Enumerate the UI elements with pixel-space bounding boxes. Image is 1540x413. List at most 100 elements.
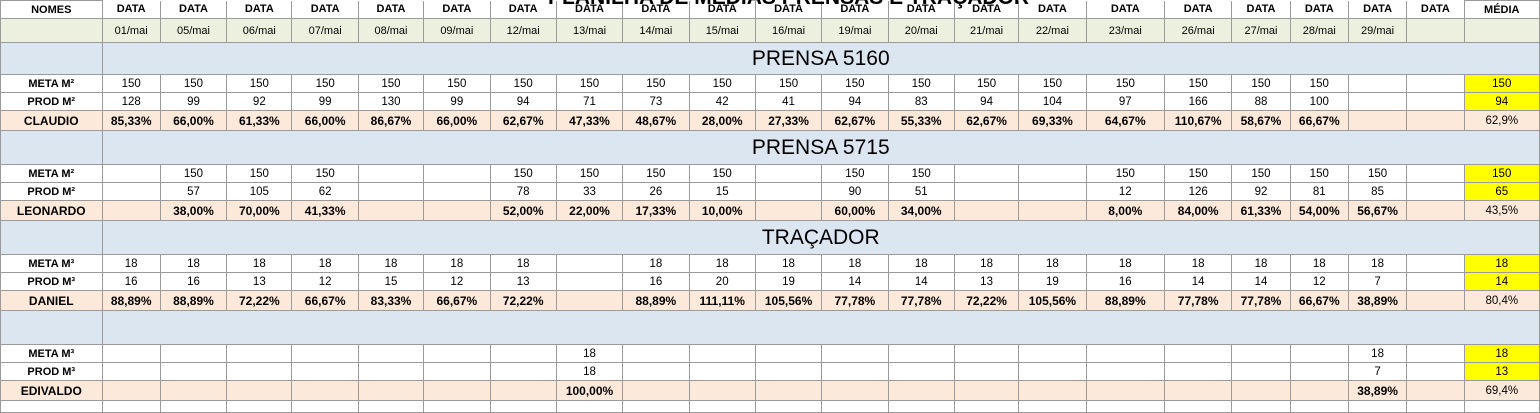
value-cell[interactable]: 18	[622, 254, 690, 273]
value-cell[interactable]: 92	[1231, 182, 1291, 201]
value-cell[interactable]	[1406, 74, 1465, 93]
percent-cell[interactable]: 62,67%	[953, 110, 1020, 131]
percent-cell[interactable]: 88,89%	[1085, 290, 1165, 311]
percent-cell[interactable]: 69,33%	[1018, 110, 1087, 131]
percent-cell[interactable]: 85,33%	[101, 110, 161, 131]
value-cell[interactable]: 150	[291, 164, 359, 183]
column-header-data[interactable]: DATA	[1406, 0, 1465, 19]
value-cell[interactable]	[821, 344, 889, 363]
value-cell[interactable]	[622, 344, 690, 363]
percent-cell[interactable]	[821, 380, 889, 401]
value-cell[interactable]	[887, 362, 955, 381]
date-cell[interactable]: 09/mai	[423, 18, 491, 43]
section-title[interactable]: TRAÇADOR	[101, 220, 1540, 255]
percent-cell[interactable]: 105,56%	[1018, 290, 1087, 311]
value-cell[interactable]	[688, 362, 756, 381]
percent-cell[interactable]	[1018, 200, 1087, 221]
value-cell[interactable]: 99	[159, 92, 228, 111]
value-cell[interactable]: 150	[159, 164, 228, 183]
percent-cell[interactable]: 54,00%	[1289, 200, 1349, 221]
value-cell[interactable]: 150	[821, 74, 889, 93]
percent-cell[interactable]: 8,00%	[1085, 200, 1165, 221]
empty-cell[interactable]	[423, 400, 491, 413]
value-cell[interactable]: 150	[1163, 74, 1233, 93]
percent-cell[interactable]	[555, 290, 624, 311]
value-cell[interactable]: 14	[1163, 272, 1233, 291]
value-cell[interactable]: 18	[101, 254, 161, 273]
date-row-label[interactable]	[0, 18, 103, 43]
value-cell[interactable]	[1347, 92, 1408, 111]
value-cell[interactable]	[1347, 74, 1408, 93]
empty-cell[interactable]	[291, 400, 359, 413]
section-spacer[interactable]	[0, 130, 103, 165]
empty-cell[interactable]	[953, 400, 1020, 413]
percent-cell[interactable]	[1406, 110, 1465, 131]
row-label[interactable]: META M²	[0, 164, 103, 183]
value-cell[interactable]: 150	[1289, 74, 1349, 93]
date-cell[interactable]: 08/mai	[357, 18, 425, 43]
column-header-data[interactable]: DATA	[953, 0, 1020, 19]
value-cell[interactable]: 15	[357, 272, 425, 291]
value-cell[interactable]: 13	[226, 272, 293, 291]
value-cell[interactable]: 18	[821, 254, 889, 273]
percent-cell[interactable]: 52,00%	[489, 200, 557, 221]
empty-cell[interactable]	[754, 400, 823, 413]
percent-cell[interactable]: 86,67%	[357, 110, 425, 131]
value-cell[interactable]	[555, 272, 624, 291]
empty-cell[interactable]	[1085, 400, 1165, 413]
value-cell[interactable]	[821, 362, 889, 381]
date-cell[interactable]: 01/mai	[101, 18, 161, 43]
value-cell[interactable]: 94	[489, 92, 557, 111]
value-cell[interactable]: 150	[887, 74, 955, 93]
value-cell[interactable]	[159, 344, 228, 363]
value-cell[interactable]	[622, 362, 690, 381]
value-cell[interactable]: 18	[1347, 254, 1408, 273]
percent-cell[interactable]	[423, 200, 491, 221]
column-header-data[interactable]: DATA	[688, 0, 756, 19]
value-cell[interactable]	[887, 344, 955, 363]
value-cell[interactable]: 15	[688, 182, 756, 201]
value-cell[interactable]: 100	[1289, 92, 1349, 111]
percent-cell[interactable]: 66,67%	[1289, 110, 1349, 131]
value-cell[interactable]	[357, 182, 425, 201]
value-cell[interactable]	[423, 182, 491, 201]
value-cell[interactable]	[291, 344, 359, 363]
average-cell[interactable]: 150	[1463, 164, 1540, 183]
column-header-data[interactable]: DATA	[291, 0, 359, 19]
value-cell[interactable]	[1406, 344, 1465, 363]
column-header-data[interactable]: DATA	[555, 0, 624, 19]
value-cell[interactable]: 18	[1347, 344, 1408, 363]
empty-cell[interactable]	[101, 400, 161, 413]
value-cell[interactable]: 150	[1231, 74, 1291, 93]
percent-cell[interactable]	[357, 380, 425, 401]
value-cell[interactable]: 18	[887, 254, 955, 273]
column-header-data[interactable]: DATA	[489, 0, 557, 19]
empty-cell[interactable]	[688, 400, 756, 413]
value-cell[interactable]: 18	[688, 254, 756, 273]
value-cell[interactable]	[101, 344, 161, 363]
value-cell[interactable]: 150	[226, 164, 293, 183]
value-cell[interactable]	[754, 164, 823, 183]
value-cell[interactable]: 42	[688, 92, 756, 111]
value-cell[interactable]: 83	[887, 92, 955, 111]
empty-cell[interactable]	[1231, 400, 1291, 413]
empty-cell[interactable]	[1347, 400, 1408, 413]
value-cell[interactable]: 130	[357, 92, 425, 111]
percent-cell[interactable]: 27,33%	[754, 110, 823, 131]
value-cell[interactable]: 7	[1347, 362, 1408, 381]
value-cell[interactable]: 97	[1085, 92, 1165, 111]
percent-cell[interactable]: 58,67%	[1231, 110, 1291, 131]
percent-cell[interactable]: 48,67%	[622, 110, 690, 131]
percent-cell[interactable]	[489, 380, 557, 401]
row-label[interactable]: PROD M²	[0, 182, 103, 201]
percent-cell[interactable]: 61,33%	[226, 110, 293, 131]
percent-cell[interactable]: 62,67%	[821, 110, 889, 131]
column-header-data[interactable]: DATAPLANILHA DE MÉDIAS PRENSAS E TRAÇADO…	[548, 0, 1029, 19]
value-cell[interactable]: 88	[1231, 92, 1291, 111]
value-cell[interactable]: 12	[291, 272, 359, 291]
value-cell[interactable]: 150	[622, 164, 690, 183]
date-cell[interactable]: 13/mai	[555, 18, 624, 43]
percent-cell[interactable]: 56,67%	[1347, 200, 1408, 221]
percent-cell[interactable]: 88,89%	[622, 290, 690, 311]
percent-cell[interactable]: 66,00%	[159, 110, 228, 131]
